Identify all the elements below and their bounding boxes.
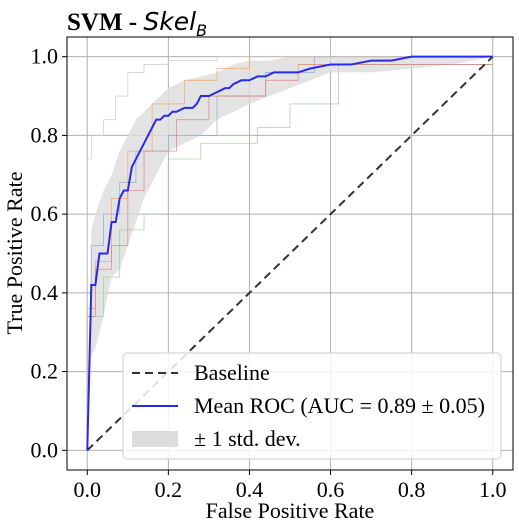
legend-std-dev-label: ± 1 std. dev. bbox=[194, 426, 301, 451]
x-axis-label: False Positive Rate bbox=[206, 498, 375, 523]
legend: Baseline Mean ROC (AUC = 0.89 ± 0.05) ± … bbox=[122, 352, 502, 460]
y-tick-label: 0.8 bbox=[31, 122, 59, 147]
x-tick-label: 0.2 bbox=[155, 477, 183, 502]
x-axis-ticks: 0.0 0.2 0.4 0.6 0.8 1.0 bbox=[74, 470, 507, 502]
fold-roc-line bbox=[86, 56, 493, 451]
y-tick-label: 0.6 bbox=[31, 201, 59, 226]
x-tick-label: 1.0 bbox=[479, 477, 507, 502]
x-tick-label: 0.6 bbox=[317, 477, 345, 502]
x-tick-label: 0.8 bbox=[398, 477, 426, 502]
legend-mean-roc-label: Mean ROC (AUC = 0.89 ± 0.05) bbox=[194, 393, 485, 418]
legend-box bbox=[122, 352, 502, 460]
chart-title-prefix: SVM - bbox=[67, 9, 143, 36]
mean-roc-line bbox=[86, 55, 493, 451]
y-axis-label: True Positive Rate bbox=[2, 172, 27, 335]
plot-frame bbox=[66, 36, 514, 471]
fold-roc-curves bbox=[86, 56, 493, 451]
y-tick-label: 0.2 bbox=[31, 359, 59, 384]
y-tick-label: 1.0 bbox=[31, 44, 59, 69]
y-axis-ticks: 0.0 0.2 0.4 0.6 0.8 1.0 bbox=[31, 44, 67, 462]
y-tick-label: 0.0 bbox=[31, 437, 59, 462]
fold-roc-line bbox=[86, 64, 493, 451]
x-tick-label: 0.0 bbox=[74, 477, 102, 502]
chart-title-subscript: B bbox=[196, 21, 207, 40]
fold-roc-line bbox=[86, 64, 493, 451]
chart-title-math: Skel bbox=[143, 7, 196, 36]
y-tick-label: 0.4 bbox=[31, 280, 59, 305]
legend-baseline-label: Baseline bbox=[194, 360, 270, 385]
legend-std-dev-swatch bbox=[132, 431, 178, 447]
x-tick-label: 0.4 bbox=[236, 477, 264, 502]
chart-title: SVM - SkelB bbox=[67, 7, 207, 40]
